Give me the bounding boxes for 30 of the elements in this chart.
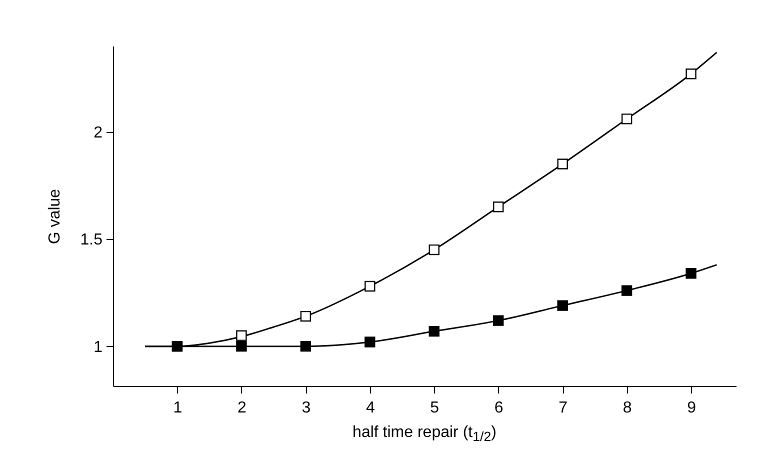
point	[364, 280, 376, 292]
y-tick-label: 1	[94, 338, 103, 356]
point	[557, 300, 568, 311]
x-tick-label: 6	[494, 400, 504, 416]
point	[557, 158, 568, 170]
x-tick-label: 5	[430, 400, 440, 416]
x-tick-label: 3	[302, 400, 311, 416]
point	[300, 340, 312, 352]
x-tick-label: 1	[173, 400, 182, 416]
point	[493, 315, 504, 326]
x-tick-label: 7	[558, 400, 568, 416]
point	[364, 336, 376, 348]
y-tick-label: 2	[94, 124, 103, 142]
point	[686, 268, 696, 279]
point	[428, 244, 440, 256]
x-tick-label: 2	[238, 400, 246, 416]
point	[236, 340, 247, 352]
y-axis-title: G value	[46, 188, 64, 244]
point	[621, 285, 632, 296]
x-tick-label: 4	[366, 400, 375, 416]
point	[428, 326, 440, 337]
x-axis-title: half time repair (t$_{1/2}$)	[352, 424, 498, 444]
point	[493, 202, 504, 212]
x-tick-label: 8	[622, 400, 632, 416]
point	[236, 330, 247, 341]
x-tick-label: 9	[687, 400, 696, 416]
point	[300, 310, 312, 322]
y-tick-label: 1.5	[80, 232, 103, 249]
point	[686, 68, 696, 80]
point	[621, 114, 632, 124]
